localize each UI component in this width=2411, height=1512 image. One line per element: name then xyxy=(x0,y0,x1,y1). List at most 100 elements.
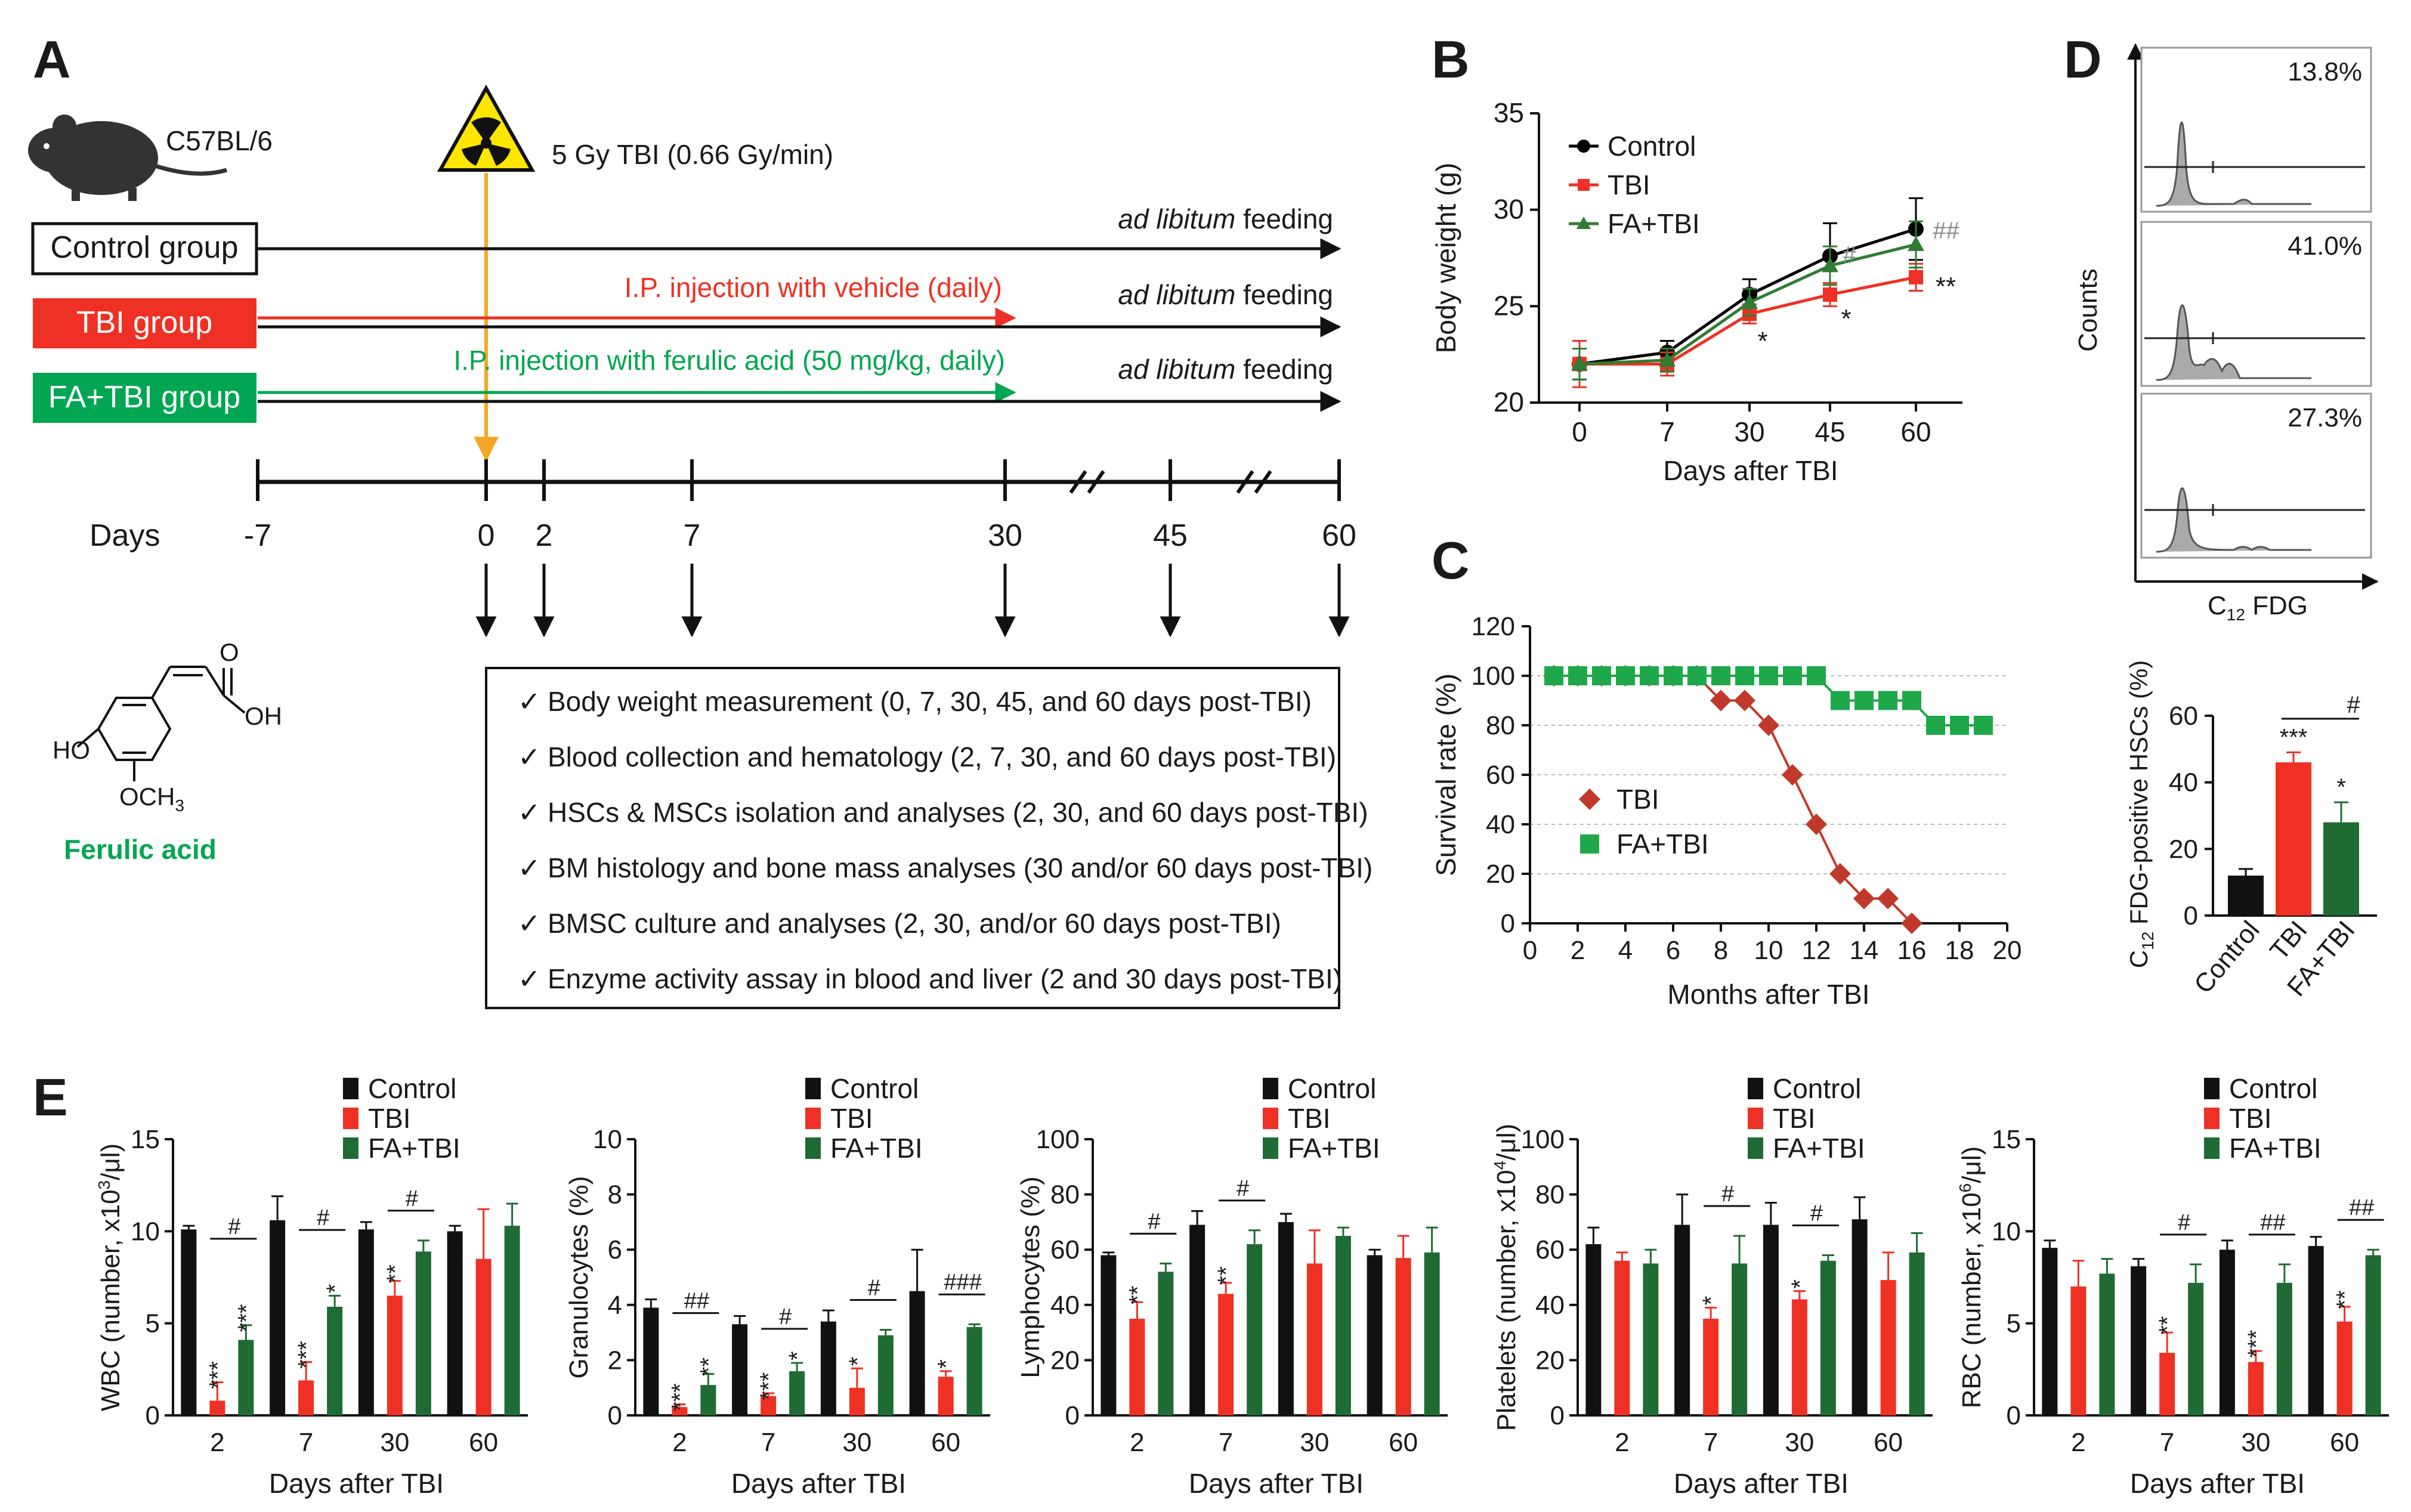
legend-label: Control xyxy=(830,1073,919,1104)
y-tick-label: 10 xyxy=(593,1125,622,1154)
tbi-group-label: TBI group xyxy=(76,305,212,340)
y-tick-label: 5 xyxy=(2007,1309,2021,1338)
x-tick-label: 7 xyxy=(2160,1428,2174,1457)
histogram-peak xyxy=(2156,487,2311,553)
legend-marker xyxy=(1577,217,1591,229)
gate-percentage: 41.0% xyxy=(2288,231,2362,261)
data-point xyxy=(1759,666,1778,685)
significance-hash: # xyxy=(2178,1210,2191,1235)
bar xyxy=(877,1335,894,1415)
x-tick-label: 18 xyxy=(1945,936,1974,965)
bar xyxy=(761,1396,777,1415)
legend-label: FA+TBI xyxy=(1608,208,1700,239)
bar xyxy=(209,1400,225,1415)
data-point xyxy=(1807,666,1826,685)
bar xyxy=(2323,822,2359,916)
tbi-group-box xyxy=(33,298,256,348)
legend-swatch xyxy=(1748,1137,1763,1159)
platelets-chart: 0 20 40 60 80 100 2 * #7 * #30 60 Days after TBI Plat… xyxy=(1491,1073,1933,1499)
bar xyxy=(2099,1273,2115,1415)
data-point xyxy=(1831,691,1850,710)
legend-label: Control xyxy=(1608,131,1696,162)
bar xyxy=(2159,1353,2175,1415)
significance-star: ** xyxy=(1936,272,1956,301)
mouse-icon xyxy=(28,115,228,201)
x-tick-label: 60 xyxy=(1900,416,1931,447)
control-group-box xyxy=(31,222,258,276)
bar xyxy=(1614,1260,1630,1415)
significance-hash: # xyxy=(779,1304,792,1329)
legend-swatch xyxy=(343,1078,358,1099)
fa-feeding-label: ad libitum feeding xyxy=(1118,354,1333,385)
bar xyxy=(2131,1266,2147,1415)
fa-tbi-group-box xyxy=(33,373,256,423)
data-point xyxy=(1710,689,1732,712)
significance-hash: ## xyxy=(684,1288,709,1313)
bar xyxy=(2219,1250,2235,1415)
legend-swatch xyxy=(1263,1137,1278,1159)
x-tick-label: 2 xyxy=(2071,1428,2085,1457)
x-tick-label: 2 xyxy=(1130,1428,1144,1457)
legend-label: TBI xyxy=(1288,1103,1331,1134)
data-point xyxy=(1783,666,1802,685)
panel-e-letter: E xyxy=(33,1068,68,1127)
data-point xyxy=(1592,666,1611,685)
significance-hash: ### xyxy=(944,1270,982,1295)
bar xyxy=(1367,1255,1383,1415)
legend-label: Control xyxy=(1288,1073,1376,1104)
data-point xyxy=(1950,716,1969,735)
y-axis-label: RBC (number, x106/μl) xyxy=(1956,1146,1986,1409)
significance-hash: ## xyxy=(2260,1210,2286,1235)
bar xyxy=(1395,1258,1411,1415)
y-tick-label: 80 xyxy=(1050,1180,1080,1210)
x-tick-label: 0 xyxy=(1572,416,1587,447)
legend-marker xyxy=(1578,179,1590,191)
x-tick-label: 7 xyxy=(761,1428,775,1457)
fdg-axis-label: C12 FDG xyxy=(2208,591,2308,624)
legend-label: TBI xyxy=(830,1103,873,1134)
timeline-day-label: 30 xyxy=(988,518,1022,553)
bar xyxy=(1643,1263,1659,1415)
bar xyxy=(1158,1272,1174,1415)
check-icon: ✓ xyxy=(518,686,541,717)
x-tick-label: 7 xyxy=(1704,1428,1718,1457)
legend-label: FA+TBI xyxy=(2229,1133,2322,1164)
x-tick-label: 30 xyxy=(842,1428,871,1457)
bar xyxy=(672,1407,688,1415)
bar xyxy=(387,1295,403,1415)
body-weight-chart: 20 25 30 35 0 7 30 45 60 Days after TBI Body weigh… xyxy=(1430,97,1962,486)
y-tick-label: 4 xyxy=(608,1291,622,1320)
oh-left-label: HO xyxy=(52,736,90,764)
significance-hash: # xyxy=(2347,692,2360,718)
bar xyxy=(909,1291,925,1415)
check-icon: ✓ xyxy=(518,908,541,939)
bar xyxy=(181,1229,197,1415)
legend-label: Control xyxy=(368,1073,456,1104)
legend-swatch xyxy=(805,1137,821,1159)
vehicle-label: I.P. injection with vehicle (daily) xyxy=(625,272,1002,303)
check-icon: ✓ xyxy=(518,741,541,772)
x-axis-label: Days after TBI xyxy=(1189,1468,1364,1499)
data-point xyxy=(1568,666,1587,685)
x-tick-label: 60 xyxy=(1874,1428,1903,1457)
x-tick-label: 45 xyxy=(1815,416,1845,447)
axis-break-mark xyxy=(1236,470,1254,494)
data-point xyxy=(1544,666,1563,685)
y-tick-label: 60 xyxy=(2169,701,2198,731)
o-label: O xyxy=(220,638,239,666)
bar xyxy=(849,1387,865,1415)
legend-label: Control xyxy=(2229,1073,2317,1104)
panel-a: A C57BL/6 5 Gy TBI (0.66 Gy/min) Control… xyxy=(28,30,1373,1009)
legend-marker xyxy=(1577,140,1590,153)
strain-label: C57BL/6 xyxy=(166,125,273,156)
legend-swatch xyxy=(2204,1078,2220,1099)
y-tick-label: 35 xyxy=(1494,97,1524,128)
x-axis-label: Days after TBI xyxy=(1663,455,1838,486)
bar xyxy=(938,1377,954,1415)
bar xyxy=(2308,1246,2324,1415)
bar xyxy=(1129,1318,1145,1415)
significance-hash: # xyxy=(1810,1201,1823,1226)
days-label: Days xyxy=(89,518,160,553)
x-tick-label: 30 xyxy=(1300,1428,1329,1457)
legend-label: FA+TBI xyxy=(1616,828,1709,859)
